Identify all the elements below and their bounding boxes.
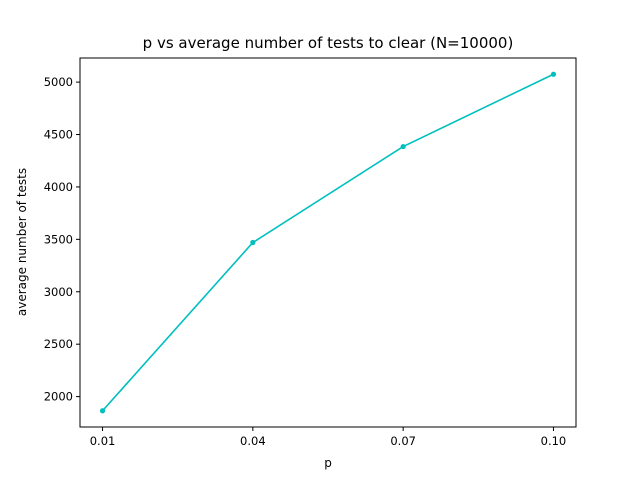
y-axis-ticks: 2000 2500 3000 3500 4000 4500 5000 — [44, 75, 80, 404]
y-tick-label: 4000 — [44, 180, 73, 194]
plot-area: 0.01 0.04 0.07 0.10 2000 2500 3000 3500 4000 450… — [44, 57, 577, 448]
y-tick-label: 4500 — [44, 128, 73, 142]
y-tick-label: 2000 — [44, 390, 73, 404]
y-tick-label: 3000 — [44, 285, 73, 299]
x-tick-label: 0.01 — [90, 434, 116, 448]
x-tick-label: 0.10 — [541, 434, 567, 448]
x-axis-ticks: 0.01 0.04 0.07 0.10 — [90, 427, 567, 448]
data-point — [99, 408, 106, 414]
y-tick-label: 3500 — [44, 232, 73, 246]
data-point — [250, 239, 256, 246]
x-axis-label: p — [324, 456, 332, 470]
x-tick-label: 0.04 — [240, 434, 266, 448]
plot-frame — [79, 57, 577, 428]
series-layer — [99, 71, 557, 414]
data-point — [550, 71, 557, 77]
chart-title: p vs average number of tests to clear (N… — [143, 34, 514, 52]
data-point — [400, 143, 406, 150]
y-tick-label: 2500 — [44, 337, 73, 351]
y-axis-label: average number of tests — [15, 168, 29, 316]
y-tick-label: 5000 — [44, 75, 73, 89]
series-line — [101, 73, 554, 412]
x-tick-label: 0.07 — [390, 434, 416, 448]
